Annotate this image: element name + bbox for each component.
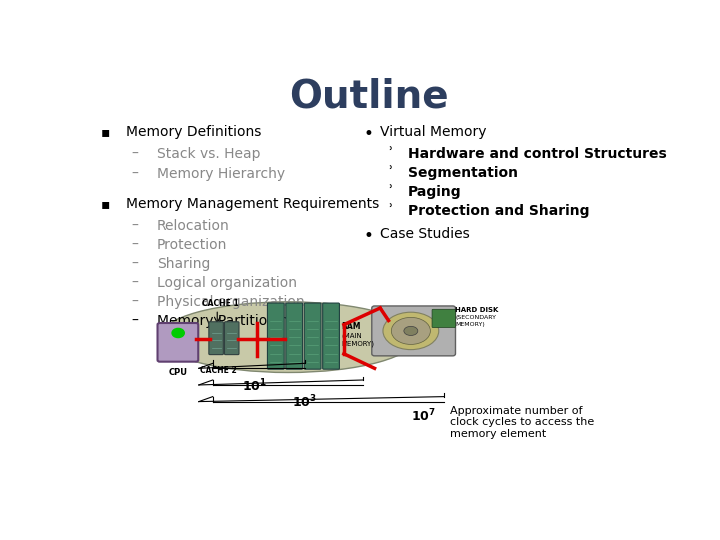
Text: •: • bbox=[364, 227, 373, 245]
FancyBboxPatch shape bbox=[432, 309, 456, 328]
Text: –: – bbox=[132, 314, 139, 328]
Text: ʾ: ʾ bbox=[389, 166, 393, 180]
Text: Outline: Outline bbox=[289, 77, 449, 115]
Text: Logical organization: Logical organization bbox=[157, 276, 297, 290]
Text: Paging: Paging bbox=[408, 185, 462, 199]
Ellipse shape bbox=[160, 302, 416, 373]
Text: –: – bbox=[132, 238, 139, 252]
FancyBboxPatch shape bbox=[323, 303, 339, 369]
Text: $\mathbf{10^7}$: $\mathbf{10^7}$ bbox=[411, 408, 436, 424]
Ellipse shape bbox=[404, 326, 418, 335]
FancyBboxPatch shape bbox=[158, 323, 198, 362]
Text: MEMORY): MEMORY) bbox=[456, 322, 485, 327]
Text: ʾ: ʾ bbox=[389, 185, 393, 199]
Text: ʾ: ʾ bbox=[389, 147, 393, 161]
Text: Memory Management Requirements: Memory Management Requirements bbox=[126, 197, 379, 211]
Circle shape bbox=[172, 328, 184, 338]
FancyBboxPatch shape bbox=[372, 306, 456, 356]
Text: CPU: CPU bbox=[168, 368, 187, 376]
FancyBboxPatch shape bbox=[209, 322, 223, 355]
Text: Stack vs. Heap: Stack vs. Heap bbox=[157, 147, 261, 161]
FancyBboxPatch shape bbox=[305, 303, 321, 369]
Text: CACHE 1: CACHE 1 bbox=[202, 299, 238, 308]
Text: ʾ: ʾ bbox=[389, 204, 393, 218]
Text: MEMORY): MEMORY) bbox=[341, 340, 374, 347]
Text: Memory Hierarchy: Memory Hierarchy bbox=[157, 167, 285, 181]
Text: –: – bbox=[132, 219, 139, 233]
Text: –: – bbox=[132, 257, 139, 271]
Text: Protection: Protection bbox=[157, 238, 228, 252]
Text: Memory Definitions: Memory Definitions bbox=[126, 125, 261, 139]
Text: ▪: ▪ bbox=[101, 197, 111, 211]
Text: $\mathbf{10^1}$: $\mathbf{10^1}$ bbox=[242, 377, 267, 394]
Text: Sharing: Sharing bbox=[157, 257, 210, 271]
Text: HARD DISK: HARD DISK bbox=[456, 307, 499, 313]
Text: Virtual Memory: Virtual Memory bbox=[380, 125, 487, 139]
Text: CACHE 2: CACHE 2 bbox=[200, 366, 237, 375]
Text: –: – bbox=[132, 147, 139, 161]
Ellipse shape bbox=[383, 312, 438, 349]
Text: RAM: RAM bbox=[341, 322, 361, 331]
FancyBboxPatch shape bbox=[267, 303, 284, 369]
Text: –: – bbox=[132, 295, 139, 309]
Text: ▪: ▪ bbox=[101, 125, 111, 139]
Text: Hardware and control Structures: Hardware and control Structures bbox=[408, 147, 667, 161]
Ellipse shape bbox=[392, 318, 431, 345]
Text: Case Studies: Case Studies bbox=[380, 227, 470, 241]
Text: (MAIN: (MAIN bbox=[341, 333, 362, 339]
Text: (SECONDARY: (SECONDARY bbox=[456, 315, 497, 320]
Text: Protection and Sharing: Protection and Sharing bbox=[408, 204, 590, 218]
Text: Segmentation: Segmentation bbox=[408, 166, 518, 180]
Text: –: – bbox=[132, 276, 139, 290]
FancyBboxPatch shape bbox=[225, 322, 239, 355]
Text: •: • bbox=[364, 125, 373, 143]
Text: Relocation: Relocation bbox=[157, 219, 230, 233]
Text: $\mathbf{10^3}$: $\mathbf{10^3}$ bbox=[292, 394, 318, 411]
Text: –: – bbox=[132, 167, 139, 181]
FancyBboxPatch shape bbox=[286, 303, 302, 369]
Text: Memory Partitioning: Memory Partitioning bbox=[157, 314, 297, 328]
Text: Approximate number of
clock cycles to access the
memory element: Approximate number of clock cycles to ac… bbox=[450, 406, 594, 439]
Text: Physical organization: Physical organization bbox=[157, 295, 305, 309]
